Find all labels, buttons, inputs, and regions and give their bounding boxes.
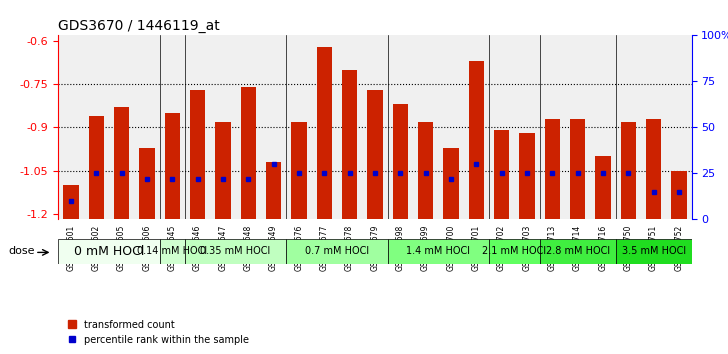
Legend: transformed count, percentile rank within the sample: transformed count, percentile rank withi…	[63, 316, 253, 349]
Bar	[317, 47, 332, 219]
Bar	[545, 119, 560, 219]
Bar	[539, 239, 616, 264]
Text: 1.4 mM HOCl: 1.4 mM HOCl	[406, 246, 470, 256]
Bar	[190, 90, 205, 219]
Bar	[392, 104, 408, 219]
Text: 0.14 mM HOCl: 0.14 mM HOCl	[137, 246, 207, 256]
Bar	[489, 239, 539, 264]
Text: dose: dose	[9, 246, 35, 256]
Bar	[519, 133, 534, 219]
Bar	[266, 162, 281, 219]
Text: 2.1 mM HOCl: 2.1 mM HOCl	[482, 246, 546, 256]
Bar	[494, 130, 509, 219]
Bar	[159, 239, 185, 264]
Bar	[291, 122, 306, 219]
Bar	[621, 122, 636, 219]
Bar	[58, 239, 159, 264]
Text: GDS3670 / 1446119_at: GDS3670 / 1446119_at	[58, 19, 220, 33]
Bar	[139, 148, 154, 219]
Bar	[671, 171, 687, 219]
Bar	[89, 116, 104, 219]
Bar	[165, 113, 180, 219]
Text: 0.7 mM HOCl: 0.7 mM HOCl	[305, 246, 369, 256]
Bar	[286, 239, 387, 264]
Text: 0.35 mM HOCl: 0.35 mM HOCl	[200, 246, 271, 256]
Bar	[63, 185, 79, 219]
Bar	[616, 239, 692, 264]
Bar	[443, 148, 459, 219]
Bar	[596, 156, 611, 219]
Bar	[570, 119, 585, 219]
Bar	[646, 119, 661, 219]
Text: 0 mM HOCl: 0 mM HOCl	[74, 245, 144, 258]
Text: 3.5 mM HOCl: 3.5 mM HOCl	[622, 246, 686, 256]
Text: 2.8 mM HOCl: 2.8 mM HOCl	[545, 246, 609, 256]
Bar	[469, 61, 484, 219]
Bar	[114, 107, 129, 219]
Bar	[185, 239, 286, 264]
Bar	[342, 70, 357, 219]
Bar	[368, 90, 382, 219]
Bar	[387, 239, 489, 264]
Bar	[418, 122, 433, 219]
Bar	[241, 87, 256, 219]
Bar	[215, 122, 231, 219]
